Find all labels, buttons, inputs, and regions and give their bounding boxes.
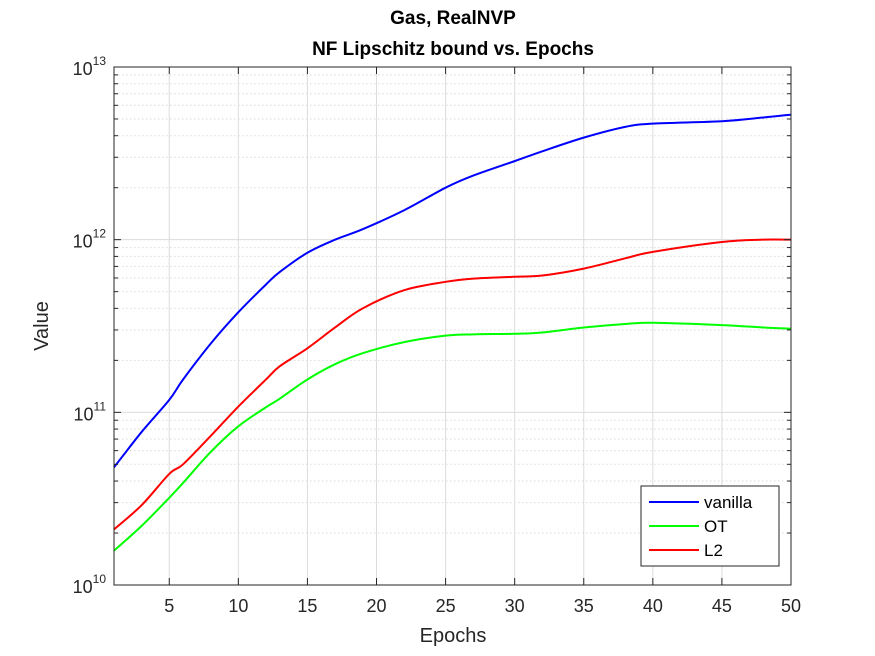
chart-title: Gas, RealNVP [390, 8, 516, 29]
legend-label-ot: OT [704, 517, 728, 536]
y-tick-label: 1013 [73, 54, 107, 79]
plot-frame [113, 66, 792, 586]
x-tick-label: 45 [712, 596, 732, 616]
y-tick-label: 1012 [73, 227, 107, 252]
series-lines [113, 113, 792, 552]
legend-label-l2: L2 [704, 541, 723, 560]
series-line-l2 [113, 238, 792, 531]
x-axis-label: Epochs [420, 625, 487, 647]
axis-ticks [114, 66, 792, 586]
chart-subtitle: NF Lipschitz bound vs. Epochs [312, 39, 594, 60]
x-tick-label: 5 [164, 596, 174, 616]
x-tick-label: 30 [505, 596, 525, 616]
x-tick-label: 50 [781, 596, 801, 616]
x-axis-tick-labels: 5 10 15 20 25 30 35 40 45 50 [164, 596, 801, 616]
x-tick-label: 10 [228, 596, 248, 616]
y-tick-label: 1011 [74, 399, 107, 424]
y-axis-tick-labels: 1010 1011 1012 1013 [73, 54, 107, 597]
y-tick-label: 1010 [73, 572, 107, 597]
series-line-ot [113, 321, 792, 552]
legend-label-vanilla: vanilla [704, 493, 753, 512]
x-tick-label: 35 [574, 596, 594, 616]
y-axis-label: Value [31, 301, 53, 351]
x-tick-label: 25 [436, 596, 456, 616]
x-tick-label: 15 [297, 596, 317, 616]
x-tick-label: 20 [366, 596, 386, 616]
series-line-vanilla [113, 113, 792, 468]
x-tick-label: 40 [643, 596, 663, 616]
legend: vanilla OT L2 [640, 485, 780, 567]
